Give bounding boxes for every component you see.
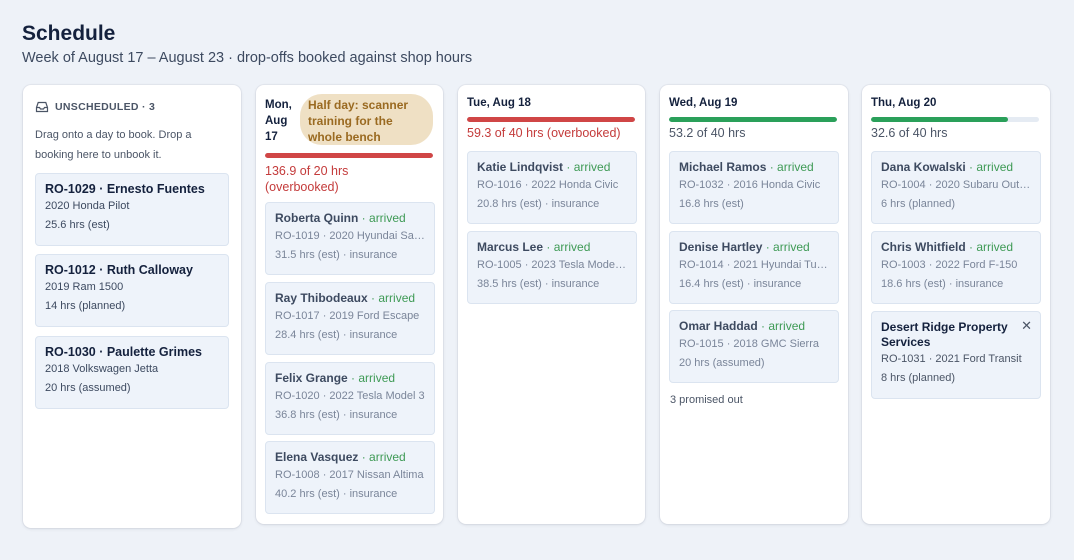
booking-card[interactable]: Dana Kowalski · arrived RO-1004 · 2020 S… (871, 151, 1041, 224)
card-detail: RO-1019 · 2020 Hyundai Santa Fe (275, 230, 425, 242)
customer-name: Elena Vasquez (275, 450, 359, 464)
capacity-bar (871, 117, 1039, 122)
card-hours: 14 hrs (planned) (45, 300, 126, 312)
unscheduled-card[interactable]: RO-1012 · Ruth Calloway 2019 Ram 1500 14… (35, 254, 229, 327)
unscheduled-label: UNSCHEDULED · 3 (55, 101, 156, 113)
card-title: RO-1012 · Ruth Calloway (45, 263, 193, 277)
status-arrived: arrived (768, 319, 806, 333)
card-hours: 6 hrs (planned) (881, 198, 955, 210)
card-detail: RO-1031 · 2021 Ford Transit (881, 353, 1022, 365)
booking-card[interactable]: Roberta Quinn · arrived RO-1019 · 2020 H… (265, 202, 435, 275)
close-icon[interactable]: ✕ (1021, 318, 1032, 333)
status-arrived: arrived (773, 240, 810, 254)
booking-card[interactable]: Ray Thibodeaux · arrived RO-1017 · 2019 … (265, 282, 435, 355)
card-hours: 40.2 hrs (est) · insurance (275, 488, 398, 500)
card-detail: RO-1032 · 2016 Honda Civic (679, 179, 821, 191)
card-detail: RO-1017 · 2019 Ford Escape (275, 310, 420, 322)
card-detail: RO-1004 · 2020 Subaru Outback (881, 179, 1031, 191)
inbox-icon (35, 101, 49, 113)
card-hours: 20 hrs (assumed) (45, 382, 131, 394)
day-column-thu[interactable]: Thu, Aug 20 32.6 of 40 hrs Dana Kowalski… (862, 85, 1050, 524)
card-title: RO-1029 · Ernesto Fuentes (45, 182, 205, 196)
card-hours: 16.4 hrs (est) · insurance (679, 278, 802, 290)
customer-name: Chris Whitfield (881, 240, 966, 254)
booking-card[interactable]: Omar Haddad · arrived RO-1015 · 2018 GMC… (669, 310, 839, 383)
booking-card[interactable]: Felix Grange · arrived RO-1020 · 2022 Te… (265, 362, 435, 435)
load-text: 136.9 of 20 hrs (overbooked) (265, 164, 349, 194)
fleet-booking-card[interactable]: Desert Ridge Property Services RO-1031 ·… (871, 311, 1041, 399)
card-hours: 25.6 hrs (est) (45, 219, 110, 231)
unscheduled-card[interactable]: RO-1029 · Ernesto Fuentes 2020 Honda Pil… (35, 173, 229, 246)
half-day-note: Half day: scanner training for the whole… (300, 94, 433, 145)
unscheduled-help: Drag onto a day to book. Drop a booking … (35, 129, 192, 161)
unscheduled-card[interactable]: RO-1030 · Paulette Grimes 2018 Volkswage… (35, 336, 229, 409)
booking-card[interactable]: Katie Lindqvist · arrived RO-1016 · 2022… (467, 151, 637, 224)
card-detail: RO-1005 · 2023 Tesla Model Y (477, 259, 627, 271)
card-detail: RO-1014 · 2021 Hyundai Tucson (679, 259, 829, 271)
status-arrived: arrived (358, 371, 396, 385)
card-hours: 8 hrs (planned) (881, 372, 955, 384)
card-hours: 36.8 hrs (est) · insurance (275, 409, 398, 421)
card-hours: 31.5 hrs (est) · insurance (275, 249, 398, 261)
card-hours: 16.8 hrs (est) (679, 198, 744, 210)
customer-name: Dana Kowalski (881, 160, 966, 174)
card-title: RO-1030 · Paulette Grimes (45, 345, 203, 359)
card-hours: 38.5 hrs (est) · insurance (477, 278, 600, 290)
capacity-bar (265, 153, 433, 158)
load-text: 32.6 of 40 hrs (871, 126, 948, 140)
load-text: 53.2 of 40 hrs (669, 126, 746, 140)
day-column-mon[interactable]: Mon, Aug 17 Half day: scanner training f… (256, 85, 443, 524)
status-arrived: arrived (976, 240, 1014, 254)
promised-out-count[interactable]: 3 promised out (670, 394, 743, 406)
day-date: Tue, Aug 18 (467, 97, 531, 109)
card-hours: 18.6 hrs (est) · insurance (881, 278, 1004, 290)
unscheduled-header: UNSCHEDULED · 3 (35, 101, 155, 113)
page-subtitle: Week of August 17 – August 23 · drop-off… (22, 50, 473, 66)
card-hours: 28.4 hrs (est) · insurance (275, 329, 398, 341)
booking-card[interactable]: Michael Ramos · arrived RO-1032 · 2016 H… (669, 151, 839, 224)
booking-card[interactable]: Denise Hartley · arrived RO-1014 · 2021 … (669, 231, 839, 304)
day-date: Thu, Aug 20 (871, 97, 937, 109)
day-column-wed[interactable]: Wed, Aug 19 53.2 of 40 hrs Michael Ramos… (660, 85, 848, 524)
customer-name: Denise Hartley (679, 240, 763, 254)
capacity-bar (669, 117, 837, 122)
card-detail: RO-1008 · 2017 Nissan Altima (275, 469, 424, 481)
customer-name: Katie Lindqvist (477, 160, 564, 174)
status-arrived: arrived (369, 450, 406, 464)
booking-card[interactable]: Chris Whitfield · arrived RO-1003 · 2022… (871, 231, 1041, 304)
booking-card[interactable]: Marcus Lee · arrived RO-1005 · 2023 Tesl… (467, 231, 637, 304)
customer-name: Omar Haddad (679, 319, 758, 333)
customer-name: Felix Grange (275, 371, 348, 385)
unscheduled-column[interactable]: UNSCHEDULED · 3 Drag onto a day to book.… (23, 85, 241, 528)
day-date: Wed, Aug 19 (669, 97, 738, 109)
day-date: Mon, Aug 17 (265, 99, 292, 143)
status-arrived: arrived (777, 160, 814, 174)
capacity-bar (467, 117, 635, 122)
page-title: Schedule (22, 22, 116, 45)
card-detail: RO-1003 · 2022 Ford F-150 (881, 259, 1018, 271)
card-detail: RO-1016 · 2022 Honda Civic (477, 179, 619, 191)
status-arrived: arrived (378, 291, 416, 305)
customer-name: Desert Ridge Property Services (881, 320, 1008, 349)
card-vehicle: 2020 Honda Pilot (45, 200, 130, 212)
card-detail: RO-1020 · 2022 Tesla Model 3 (275, 390, 425, 402)
card-hours: 20.8 hrs (est) · insurance (477, 198, 600, 210)
customer-name: Marcus Lee (477, 240, 544, 254)
status-arrived: arrived (369, 211, 406, 225)
card-hours: 20 hrs (assumed) (679, 357, 765, 369)
card-detail: RO-1015 · 2018 GMC Sierra (679, 338, 819, 350)
card-vehicle: 2018 Volkswagen Jetta (45, 363, 159, 375)
card-vehicle: 2019 Ram 1500 (45, 281, 124, 293)
status-arrived: arrived (573, 160, 611, 174)
load-text: 59.3 of 40 hrs (overbooked) (467, 126, 621, 140)
status-arrived: arrived (976, 160, 1014, 174)
customer-name: Ray Thibodeaux (275, 291, 368, 305)
customer-name: Michael Ramos (679, 160, 767, 174)
customer-name: Roberta Quinn (275, 211, 359, 225)
status-arrived: arrived (553, 240, 591, 254)
booking-card[interactable]: Elena Vasquez · arrived RO-1008 · 2017 N… (265, 441, 435, 514)
day-column-tue[interactable]: Tue, Aug 18 59.3 of 40 hrs (overbooked) … (458, 85, 645, 524)
